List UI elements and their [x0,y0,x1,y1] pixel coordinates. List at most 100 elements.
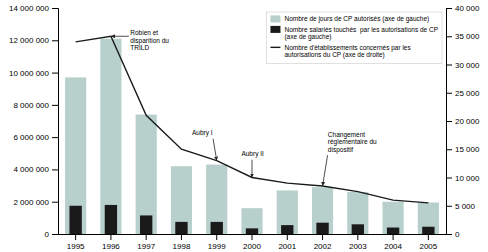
tick-mark [446,121,452,122]
bar [105,205,117,234]
tick-label: 2000 [243,242,261,251]
tick-label: 20 000 [455,117,480,126]
bar [352,224,364,234]
bar [175,222,187,234]
tick-label: 4 000 000 [13,165,49,174]
tick: 1995 [67,234,85,251]
tick-label: 1998 [173,242,191,251]
tick: 2001 [278,234,296,251]
tick: 1996 [102,234,120,251]
tick: 14 000 000 [9,4,58,13]
tick-label: 14 000 000 [9,4,50,13]
tick-mark [428,234,429,240]
annotation: Changementréglementaire dudispositif [328,131,377,154]
tick-mark [446,65,452,66]
bar [312,187,333,234]
tick-label: 1995 [67,242,85,251]
legend-swatch [270,15,280,22]
tick: 10 000 [446,174,480,183]
text-line: Aubry I [192,129,213,137]
tick-mark [110,234,111,240]
tick-label: 10 000 [455,174,480,183]
tick: 1997 [137,234,155,251]
annotation-arrow [111,36,129,37]
tick: 8 000 000 [13,101,58,110]
bar [387,228,399,234]
annotation: Aubry II [241,150,264,158]
tick-label: 10 000 000 [9,69,50,78]
tick: 6 000 000 [13,133,58,142]
tick-label: 1996 [102,242,120,251]
tick: 25 000 [446,89,480,98]
tick: 2000 [243,234,261,251]
tick-mark [75,234,76,240]
tick: 2003 [349,234,367,251]
x-axis: 1995 1996 1997 1998 1999 2000 2001 2002 2003 2004… [59,234,447,251]
tick-mark [357,234,358,240]
bar [65,77,86,234]
tick: 2002 [314,234,332,251]
tick-label: 2005 [419,242,437,251]
tick: 10 000 000 [9,69,58,78]
tick-label: 12 000 000 [9,36,50,45]
tick: 2005 [419,234,437,251]
axis-line [52,9,59,235]
tick-label: 2004 [384,242,402,251]
tick-label: 5 000 [455,202,476,211]
legend-label: Nombre de jours de CP autorisés (axe de … [284,15,429,23]
tick: 0 [446,230,460,239]
tick-mark [52,137,58,138]
annotation-arrow [323,155,328,186]
bar [347,192,368,234]
bar [100,39,121,234]
annotation: Aubry I [192,129,213,137]
bar [246,228,258,234]
chart-svg: 1995 1996 1997 1998 1999 2000 2001 2002 2003 2004… [0,0,488,252]
tick-label: 6 000 000 [13,133,49,142]
tick-label: 40 000 [455,4,480,13]
axis-line [447,9,453,235]
y2-axis: 0 5 000 10 000 15 000 20 000 25 000 30 000 35 0… [446,4,480,239]
tick: 12 000 000 [9,36,58,45]
tick-label: 8 000 000 [13,101,49,110]
text-line: TRILD [130,44,149,51]
text-line: autorisations du CP (axe de droite) [284,51,384,59]
tick-label: 25 000 [455,89,480,98]
tick-mark [181,234,182,240]
text-line: Nombre de jours de CP autorisés (axe de … [284,15,429,23]
tick-mark [446,234,452,235]
tick: 4 000 000 [13,165,58,174]
tick: 2004 [384,234,402,251]
tick: 2 000 000 [13,198,58,207]
bar [418,203,439,234]
legend-label: Nombre d'établissements concernés par le… [284,44,411,59]
text-line: (axe de gauche) [284,33,331,41]
plot-area: 1995 1996 1997 1998 1999 2000 2001 2002 2003 2004… [9,4,480,251]
marks [65,36,439,234]
tick-mark [446,93,452,94]
tick: 30 000 [446,61,480,70]
tick-label: 0 [455,230,460,239]
tick: 1998 [173,234,191,251]
legend: Nombre de jours de CP autorisés (axe de … [266,12,442,63]
tick: 15 000 [446,145,480,154]
tick: 0 [45,230,58,239]
bar-series [65,39,439,234]
tick-label: 1999 [208,242,226,251]
legend-swatch [270,47,280,48]
tick-mark [322,234,323,240]
text-line: Robien et [130,29,158,36]
tick-mark [393,234,394,240]
tick: 1999 [208,234,226,251]
tick-mark [446,8,452,9]
bar [277,190,298,234]
tick-label: 30 000 [455,61,480,70]
bar [241,208,262,234]
legend-frame [266,12,442,63]
tick-label: 2002 [314,242,332,251]
tick-mark [52,8,58,9]
chart-container: 1995 1996 1997 1998 1999 2000 2001 2002 2003 2004… [0,0,488,252]
tick: 35 000 [446,32,480,41]
tick-mark [446,36,452,37]
tick-mark [446,178,452,179]
